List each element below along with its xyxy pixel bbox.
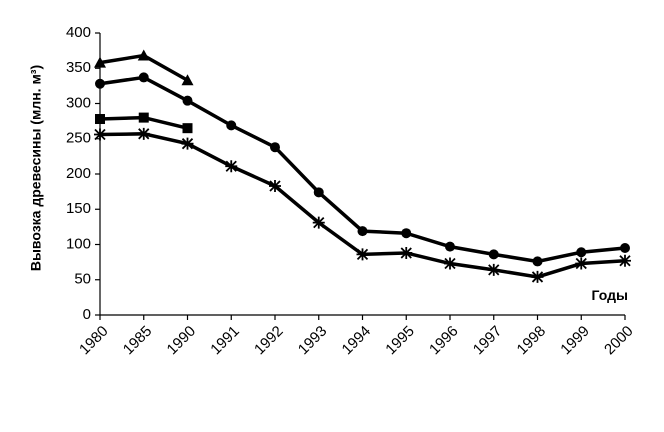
marker — [95, 78, 105, 89]
y-tick-label: 150 — [66, 200, 91, 217]
x-tick-label: 1995 — [382, 323, 418, 359]
marker — [181, 137, 194, 150]
x-tick-label: 1999 — [557, 323, 593, 359]
marker — [137, 127, 150, 140]
x-axis-label: Годы — [592, 287, 628, 303]
x-tick-label: 1994 — [339, 323, 375, 359]
marker — [94, 56, 106, 68]
y-tick-label: 250 — [66, 130, 91, 147]
y-tick-label: 400 — [66, 24, 91, 41]
x-tick-label: 1990 — [164, 323, 200, 359]
marker — [356, 248, 369, 261]
marker — [487, 263, 500, 276]
marker — [488, 249, 499, 260]
y-tick-label: 0 — [83, 306, 91, 323]
x-tick-label: 1997 — [470, 323, 506, 359]
marker — [400, 246, 413, 259]
x-tick-label: 1998 — [514, 323, 550, 359]
y-tick-label: 100 — [66, 235, 91, 252]
marker — [182, 123, 193, 134]
marker — [94, 128, 106, 141]
marker — [182, 95, 193, 106]
marker — [445, 241, 455, 252]
marker — [532, 256, 543, 267]
marker — [619, 254, 631, 267]
marker — [401, 228, 412, 239]
y-tick-label: 300 — [66, 94, 91, 111]
x-tick-label: 1980 — [76, 323, 112, 359]
marker — [225, 160, 238, 173]
y-tick-label: 50 — [74, 271, 91, 288]
marker — [137, 49, 150, 61]
marker — [138, 112, 149, 123]
y-tick-label: 200 — [66, 165, 91, 182]
x-tick-label: 1991 — [207, 323, 243, 359]
marker — [531, 270, 544, 283]
x-tick-label: 1993 — [295, 323, 331, 359]
marker — [269, 179, 281, 192]
x-tick-label: 1996 — [426, 323, 462, 359]
marker — [181, 74, 194, 86]
marker — [444, 257, 456, 270]
marker — [95, 114, 105, 125]
marker — [576, 247, 587, 258]
marker — [313, 187, 324, 198]
marker — [226, 120, 237, 131]
y-tick-label: 350 — [66, 59, 91, 76]
marker — [138, 72, 149, 83]
x-tick-label: 1985 — [120, 323, 156, 359]
x-tick-label: 2000 — [601, 323, 637, 359]
y-axis-label: Вывозка древесины (млн. м³) — [28, 65, 44, 271]
x-tick-label: 1992 — [251, 323, 287, 359]
marker — [312, 216, 325, 229]
marker — [575, 257, 588, 270]
marker — [620, 243, 630, 254]
marker — [270, 142, 280, 153]
marker — [357, 226, 368, 237]
